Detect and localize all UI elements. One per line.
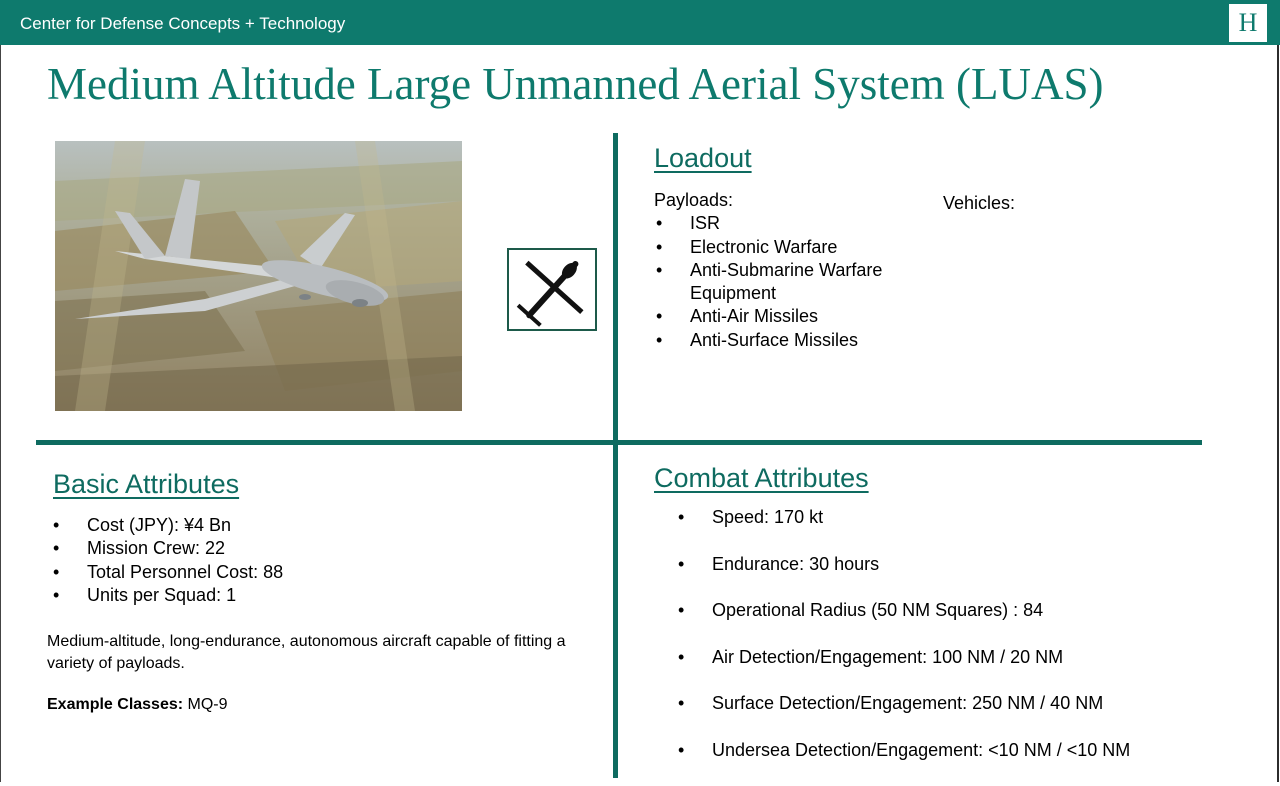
vehicles-label: Vehicles: [943,192,1015,215]
combat-attribute-item: Speed: 170 kt [676,507,1130,554]
payload-item: Anti-Surface Missiles [654,329,954,352]
payload-item: Anti-Air Missiles [654,305,954,328]
drone-photo [55,141,462,411]
combat-attribute-item: Surface Detection/Engagement: 250 NM / 4… [676,693,1130,740]
combat-attribute-item: Endurance: 30 hours [676,554,1130,601]
example-classes-value: MQ-9 [183,696,227,713]
payloads-label: Payloads: [654,189,954,212]
header-bar: Center for Defense Concepts + Technology… [0,0,1280,45]
page-frame-right [1277,45,1279,782]
basic-attribute-item: Mission Crew: 22 [51,537,451,560]
combat-attribute-item: Air Detection/Engagement: 100 NM / 20 NM [676,647,1130,694]
basic-attribute-item: Cost (JPY): ¥4 Bn [51,514,451,537]
payload-item: Electronic Warfare [654,236,954,259]
example-classes: Example Classes: MQ-9 [47,696,228,714]
page-frame-left [0,0,1,782]
payload-item: Anti-Submarine Warfare Equipment [654,259,920,306]
description: Medium-altitude, long-endurance, autonom… [47,631,587,675]
logo: H [1229,4,1267,42]
drone-icon [507,248,597,331]
loadout-heading: Loadout [654,143,752,174]
horizontal-divider [36,440,1202,445]
combat-attribute-item: Operational Radius (50 NM Squares) : 84 [676,600,1130,647]
basic-attribute-item: Units per Squad: 1 [51,584,451,607]
combat-attributes-heading: Combat Attributes [654,463,869,494]
example-classes-label: Example Classes: [47,696,183,713]
vertical-divider [613,133,618,778]
page-title: Medium Altitude Large Unmanned Aerial Sy… [47,58,1104,110]
payload-item: ISR [654,212,954,235]
basic-attributes-heading: Basic Attributes [53,469,239,500]
combat-attribute-item: Undersea Detection/Engagement: <10 NM / … [676,740,1130,786]
basic-attribute-item: Total Personnel Cost: 88 [51,561,451,584]
org-name: Center for Defense Concepts + Technology [20,14,345,34]
